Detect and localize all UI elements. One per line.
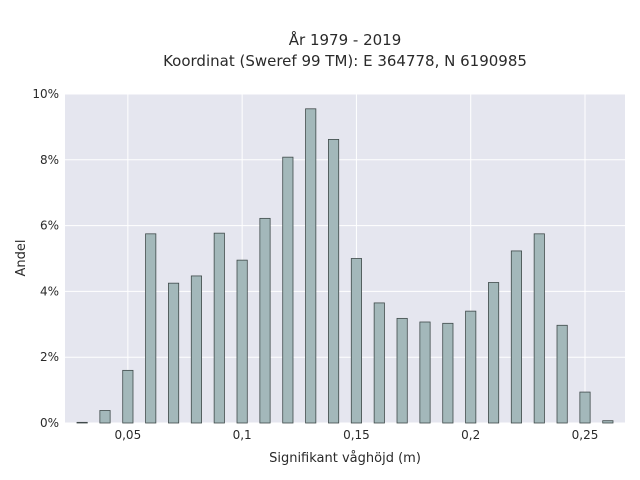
y-tick-label: 10%	[32, 87, 59, 101]
x-axis-label: Signifikant våghöjd (m)	[269, 451, 421, 466]
histogram-bar	[213, 232, 225, 424]
histogram-bar	[122, 369, 134, 424]
bars	[76, 108, 614, 424]
histogram-bar	[488, 282, 500, 424]
histogram-bar	[350, 258, 362, 424]
chart-title-line1: År 1979 - 2019	[289, 30, 402, 49]
x-tick-label: 0,25	[572, 428, 599, 442]
histogram-bar	[145, 233, 157, 424]
histogram-bar	[602, 420, 614, 424]
histogram-bar	[282, 156, 294, 424]
x-tick-label: 0,15	[343, 428, 370, 442]
histogram-bar	[533, 233, 545, 424]
histogram-bar	[442, 322, 454, 424]
histogram-bar	[465, 310, 477, 424]
x-tick-label: 0,1	[233, 428, 252, 442]
tick-labels: 0% 2% 4% 6% 8% 10% 0,05 0,1 0,15 0,2 0,25	[32, 87, 598, 442]
histogram-bar	[259, 217, 271, 424]
y-axis-label: Andel	[14, 240, 29, 277]
plot-area	[65, 94, 625, 423]
y-tick-label: 2%	[40, 350, 59, 364]
histogram-bar	[396, 317, 408, 424]
histogram-bar	[305, 108, 317, 424]
y-tick-label: 8%	[40, 153, 59, 167]
x-tick-label: 0,2	[461, 428, 480, 442]
histogram-bar	[168, 282, 180, 424]
histogram-bar	[99, 410, 111, 424]
histogram-bar	[328, 139, 340, 424]
histogram-bar	[190, 275, 202, 424]
histogram-bar	[419, 321, 431, 424]
histogram-bar	[76, 421, 88, 424]
x-tick-label: 0,05	[114, 428, 141, 442]
chart-title-line2: Koordinat (Sweref 99 TM): E 364778, N 61…	[163, 52, 527, 70]
y-tick-label: 4%	[40, 284, 59, 298]
histogram-bar	[236, 259, 248, 424]
histogram-bar	[556, 324, 568, 424]
y-tick-label: 6%	[40, 219, 59, 233]
y-tick-label: 0%	[40, 416, 59, 430]
histogram-bar	[579, 391, 591, 424]
histogram-bar	[510, 250, 522, 424]
histogram-bar	[373, 302, 385, 424]
